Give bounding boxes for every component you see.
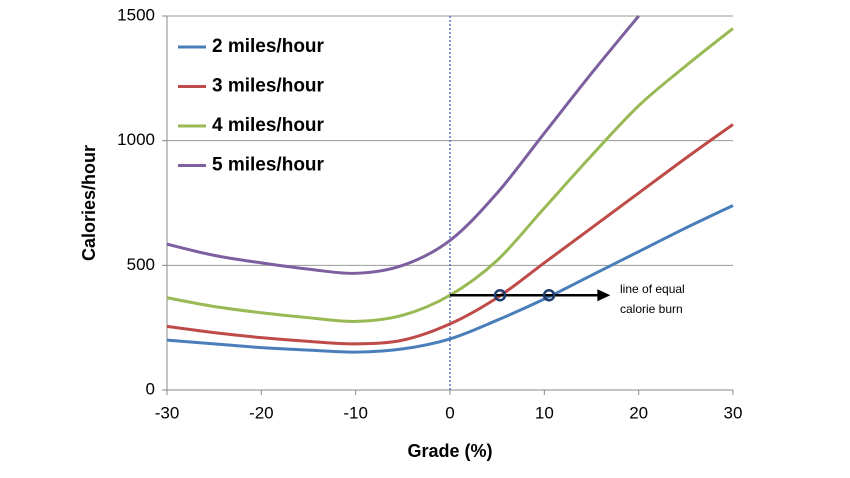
legend-label: 3 miles/hour bbox=[212, 76, 325, 97]
x-tick-label: -10 bbox=[343, 403, 368, 422]
x-tick-label: -30 bbox=[155, 403, 180, 422]
intersection-marker bbox=[542, 289, 556, 302]
x-tick-label: 10 bbox=[535, 403, 554, 422]
intersection-marker bbox=[493, 289, 507, 302]
arrow-head bbox=[597, 289, 611, 302]
series-line bbox=[166, 204, 734, 354]
x-tick-label: 20 bbox=[629, 403, 648, 422]
series-line bbox=[166, 27, 734, 323]
x-tick-label: 30 bbox=[724, 403, 743, 422]
annotation-text: calorie burn bbox=[620, 302, 683, 316]
y-tick-label: 1500 bbox=[117, 5, 155, 24]
y-axis-title: Calories/hour bbox=[79, 145, 99, 261]
series-line bbox=[166, 15, 640, 275]
x-tick-label: 0 bbox=[445, 403, 454, 422]
series-line bbox=[166, 123, 734, 346]
legend-label: 2 miles/hour bbox=[212, 36, 325, 57]
legend-label: 5 miles/hour bbox=[212, 155, 325, 176]
x-axis-title: Grade (%) bbox=[407, 441, 492, 461]
legend-label: 4 miles/hour bbox=[212, 115, 325, 136]
x-tick-label: -20 bbox=[249, 403, 274, 422]
y-tick-label: 0 bbox=[146, 379, 155, 398]
y-tick-label: 500 bbox=[127, 255, 155, 274]
annotation-text: line of equal bbox=[620, 282, 685, 296]
y-tick-label: 1000 bbox=[117, 130, 155, 149]
